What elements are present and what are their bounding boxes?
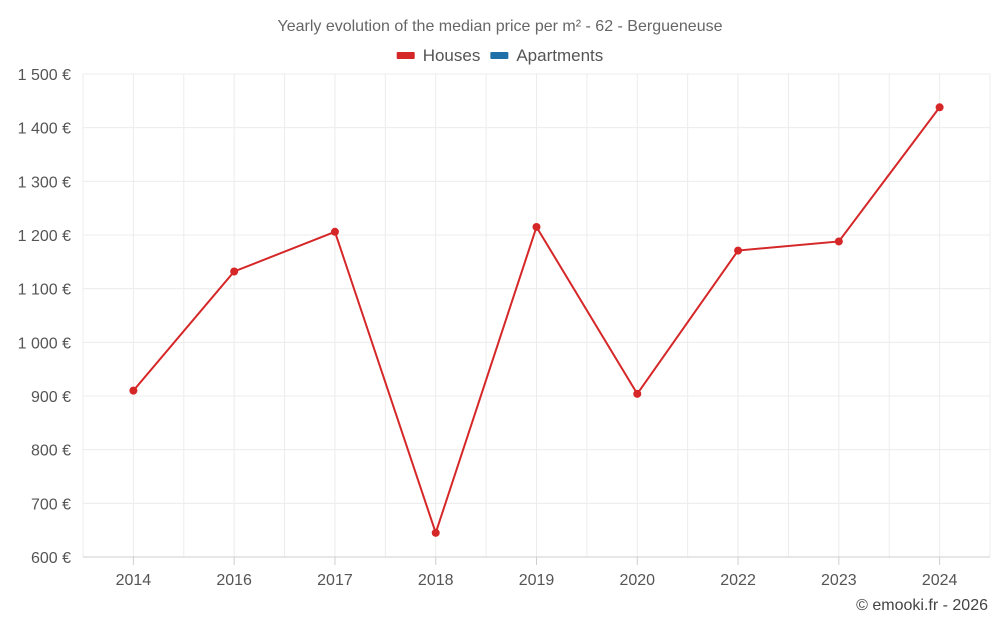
y-tick-label: 1 100 € (18, 282, 71, 299)
series-layer (129, 103, 944, 537)
data-point (129, 386, 138, 395)
grid (82, 73, 991, 557)
legend-swatch (490, 52, 509, 59)
data-point (230, 267, 239, 276)
x-tick-label: 2022 (720, 572, 756, 589)
y-tick-label: 900 € (31, 389, 71, 406)
y-tick-label: 1 400 € (18, 121, 71, 138)
legend-label: Apartments (516, 46, 603, 65)
data-point (532, 222, 541, 231)
x-tick-label: 2018 (418, 572, 454, 589)
legend-item[interactable]: Apartments (490, 46, 603, 65)
x-tick-label: 2023 (821, 572, 857, 589)
data-point (330, 227, 339, 236)
data-point (935, 103, 944, 112)
y-tick-label: 700 € (31, 496, 71, 513)
y-tick-label: 800 € (31, 443, 71, 460)
y-tick-label: 1 300 € (18, 174, 71, 191)
legend-label: Houses (423, 46, 481, 65)
legend-item[interactable]: Houses (396, 46, 481, 65)
data-point (633, 389, 642, 398)
x-tick-label: 2016 (216, 572, 252, 589)
x-tick-label: 2019 (519, 572, 555, 589)
x-tick-label: 2020 (619, 572, 655, 589)
y-tick-label: 1 200 € (18, 228, 71, 245)
y-tick-label: 600 € (31, 550, 71, 567)
chart-title: Yearly evolution of the median price per… (278, 18, 723, 35)
data-point (431, 528, 440, 537)
legend: Houses Apartments (396, 46, 603, 65)
y-tick-label: 1 000 € (18, 335, 71, 352)
data-point (834, 237, 843, 246)
x-tick-label: 2017 (317, 572, 353, 589)
legend-swatch (396, 52, 415, 59)
axes: 600 € 700 € 800 € 900 € 1 000 € 1 100 € 1 200 … (18, 67, 990, 589)
x-tick-label: 2024 (922, 572, 958, 589)
y-tick-label: 1 500 € (18, 67, 71, 84)
x-tick-label: 2014 (116, 572, 152, 589)
credit-text: © emooki.fr - 2026 (856, 597, 988, 614)
data-point (734, 246, 743, 255)
